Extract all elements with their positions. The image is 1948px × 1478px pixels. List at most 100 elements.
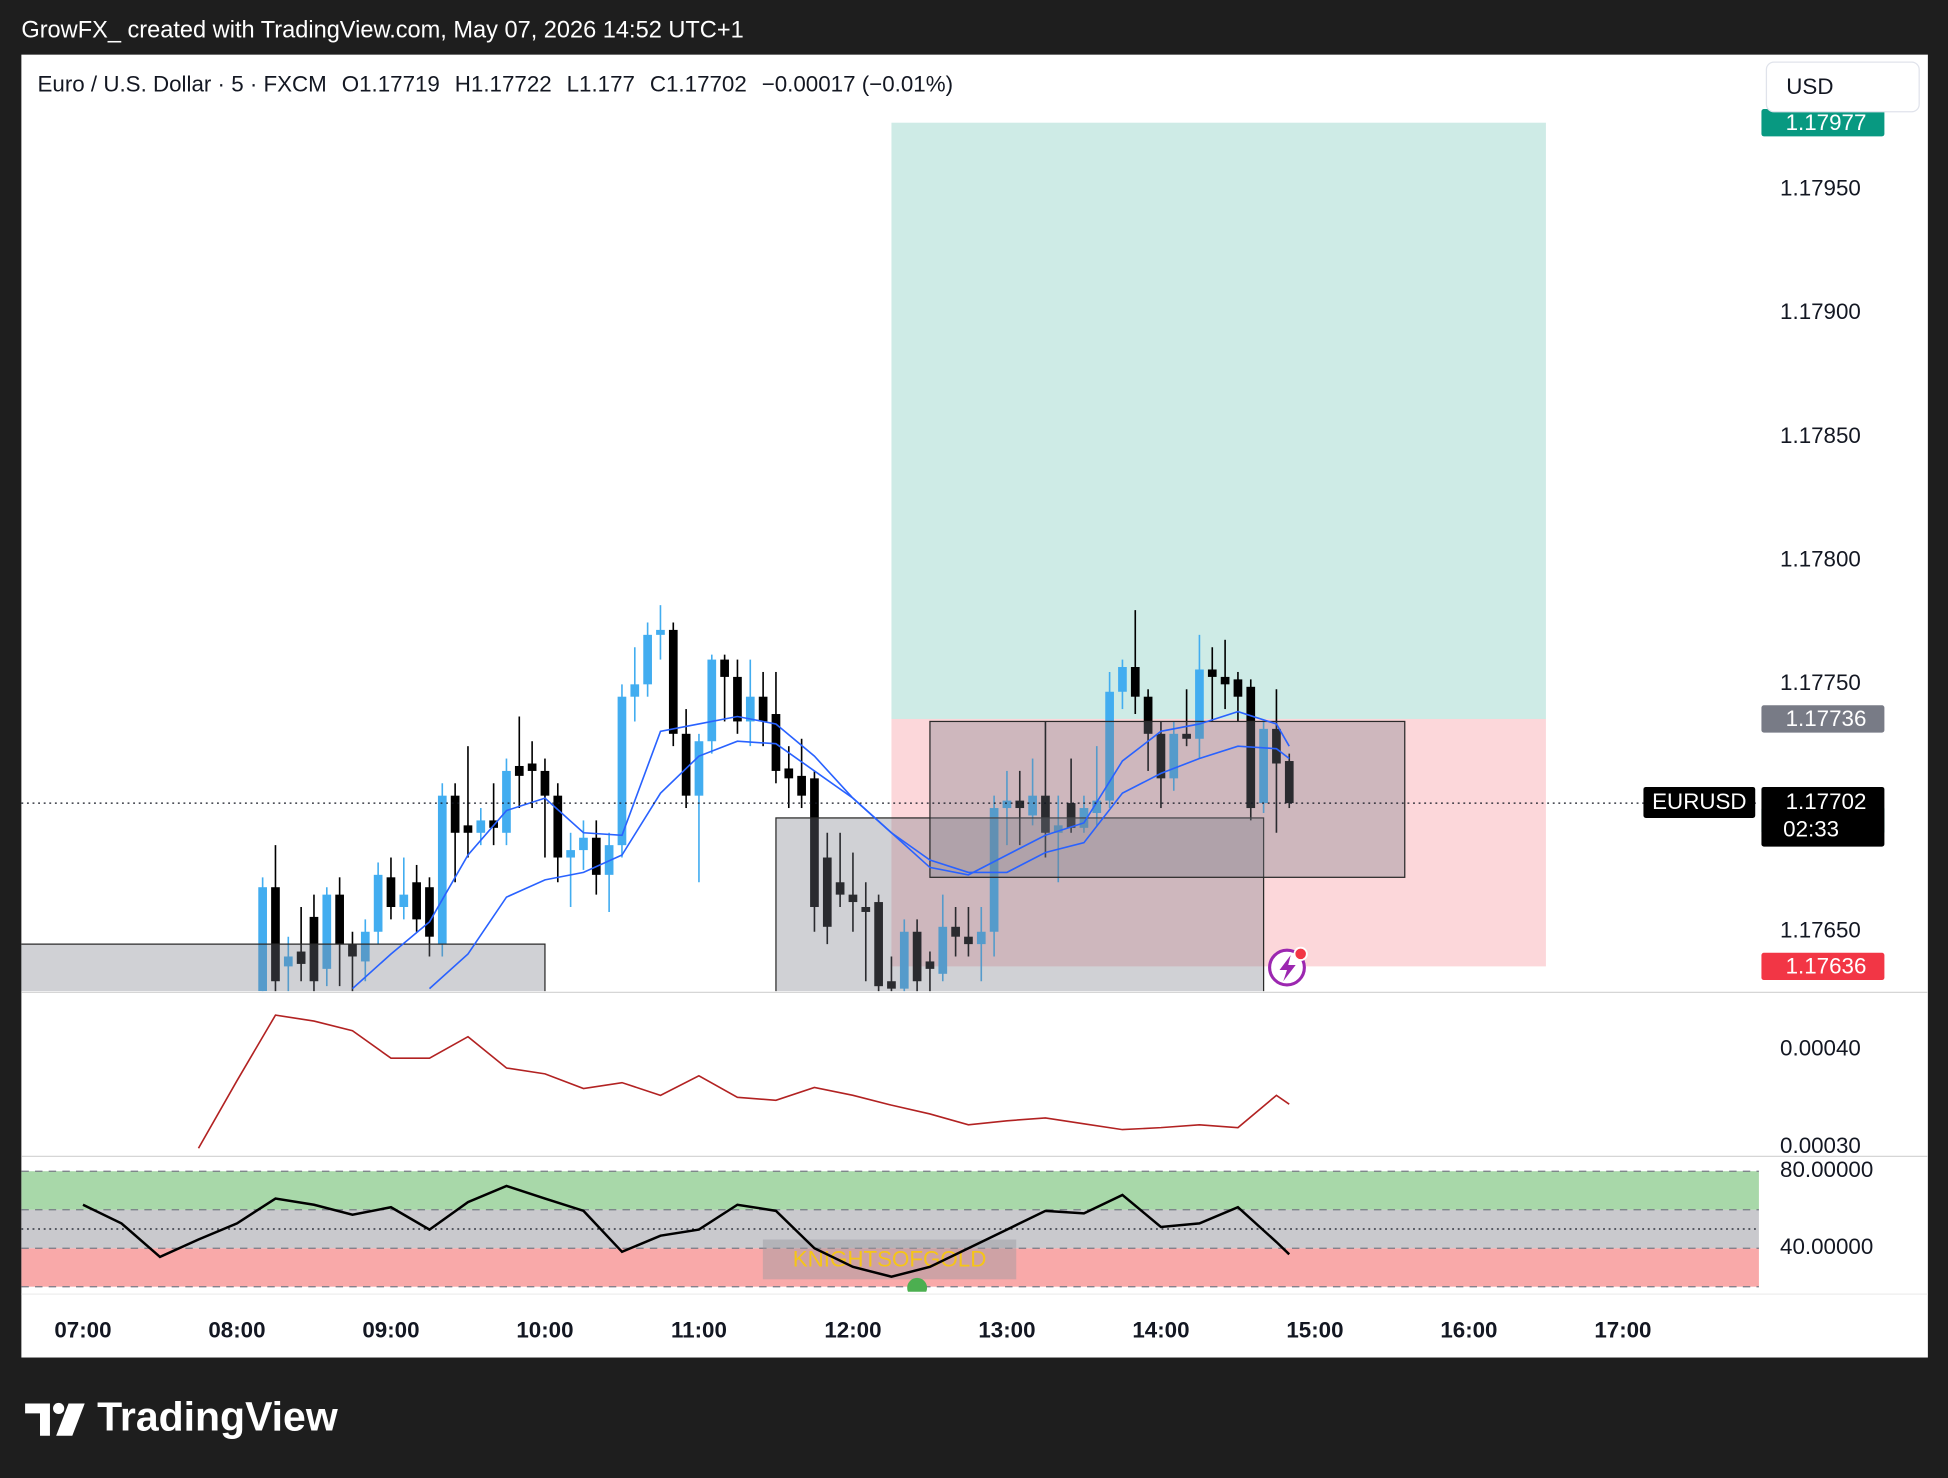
candle-body [386,877,396,908]
x-tick-label: 11:00 [671,1317,727,1342]
candle-body [656,629,665,635]
candle-body [1169,733,1179,779]
ohlc-label: C [650,72,666,97]
candle-body [373,874,383,932]
candle-body [463,825,473,833]
last-price: 1.17702 [1786,789,1867,814]
candle-body [822,857,832,927]
candle-body [271,887,280,982]
candle-body [1259,728,1268,804]
candle-body [848,894,858,903]
symbol-label: EURUSD [1652,789,1746,814]
candle-body [899,931,909,989]
y-tick-label: 0.00040 [1780,1035,1861,1060]
ohlc-label: O [342,72,359,97]
x-tick-label: 08:00 [208,1317,265,1342]
candle-body [1105,691,1114,801]
attribution: GrowFX_ created with TradingView.com, Ma… [21,16,743,42]
candle-body [797,775,806,796]
candle-body [668,629,678,734]
candle-body [502,770,511,833]
moving-average [351,710,1290,990]
candle-body [348,944,357,957]
x-tick-label: 14:00 [1132,1317,1189,1342]
y-tick-label: 1.17650 [1780,918,1861,943]
change: −0.00017 (−0.01%) [762,72,953,97]
candle-body [450,795,460,833]
atr-pane [197,1014,1290,1149]
zone-box [775,817,1265,992]
axes: 1.17650 1.17750 1.17800 1.17850 1.17900 1.179… [54,109,1885,1342]
x-tick-label: 17:00 [1594,1317,1651,1342]
x-tick-label: 16:00 [1440,1317,1497,1342]
y-tick-label: 0.00030 [1780,1133,1861,1158]
price-pane [21,122,1759,992]
candle-body [938,926,948,974]
alert-icon[interactable] [1268,946,1308,987]
y-tick-label: 1.17900 [1780,299,1861,324]
candle-body [1284,761,1294,804]
candle-body [784,768,794,779]
alert-dot [1293,946,1308,962]
candle-body [617,696,627,846]
candle-body [771,714,781,771]
x-tick-label: 15:00 [1286,1317,1343,1342]
candle-body [887,981,896,989]
y-tick-label: 1.17850 [1780,423,1861,448]
candle-body [912,931,922,982]
candle-body [1220,676,1230,685]
ohlc-label: H [455,72,471,97]
candle-body [1118,667,1127,692]
candle-body [874,902,883,987]
candle-body [1002,800,1012,809]
candle-body [694,741,704,796]
candle-body [296,951,306,964]
ohlc-value: 1.17722 [471,72,552,97]
chart-area [21,54,1928,1358]
candle-body [591,837,601,875]
candle-body [309,916,319,982]
candle-body [360,931,370,962]
candle-body [425,887,434,937]
y-tick-label: 40.00000 [1780,1234,1873,1259]
x-tick-label: 12:00 [824,1317,881,1342]
candle-body [1156,733,1166,779]
candle-body [681,733,691,796]
entry-price-label: 1.17736 [1786,706,1867,731]
level-band [21,1248,1759,1287]
candle-body [1143,696,1153,734]
candle-body [1272,728,1281,764]
currency-button[interactable] [1765,61,1920,113]
candle-body [437,795,447,945]
candle-body [989,808,999,932]
y-tick-label: 1.17950 [1780,175,1861,200]
candle-body [1053,825,1063,833]
y-tick-label: 80.00000 [1780,1157,1873,1182]
candle-body [514,765,524,776]
candle-body [553,795,563,858]
symbol: Euro / U.S. Dollar · 5 · FXCM [38,72,327,97]
candle-body [1066,803,1076,828]
candle-body [258,887,267,992]
stop-price-label-box [1761,952,1885,981]
level-band [21,1171,1759,1210]
candle-body [1195,669,1204,739]
candle-body [283,956,293,967]
ohlc-label: L [567,72,579,97]
alert-bolt [1279,955,1296,982]
candle-body [335,894,344,945]
brand-logo: TradingView [25,1393,338,1439]
candle-body [745,696,755,722]
candle-body [1015,800,1025,809]
entry-price-label-box [1761,705,1885,733]
candle-body [1233,679,1243,697]
stop-zone [891,718,1546,967]
candle-body [476,820,486,833]
symbol-box [1643,786,1756,818]
candle-body [399,894,409,908]
x-tick-label: 09:00 [362,1317,419,1342]
candle-body [925,961,935,969]
last-price-box [1761,786,1885,847]
